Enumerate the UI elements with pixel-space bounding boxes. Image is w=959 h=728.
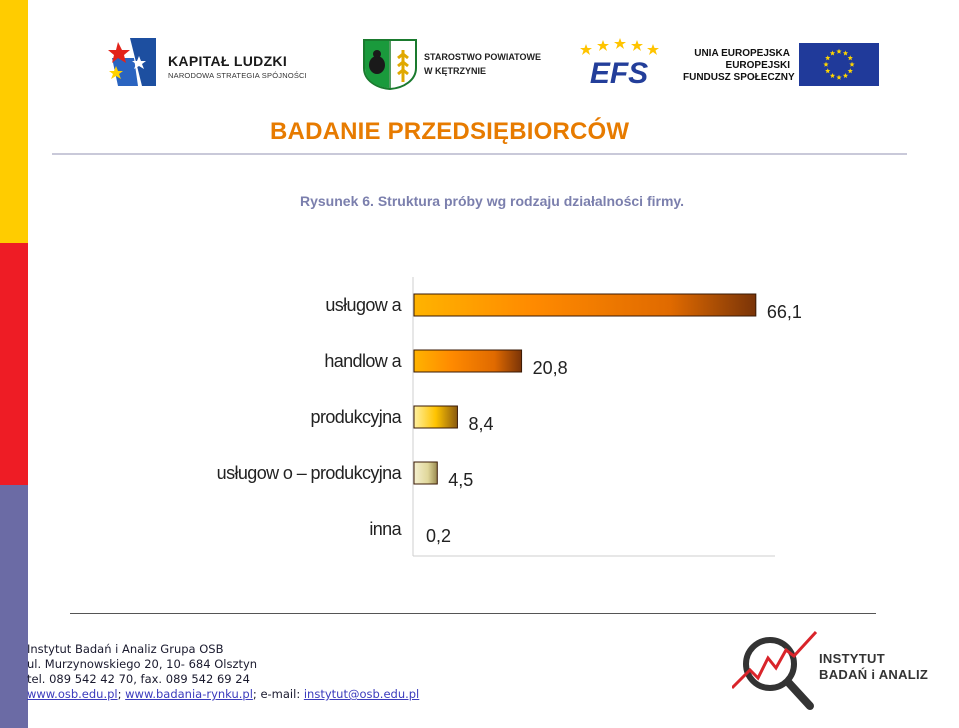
footer-address: ul. Murzynowskiego 20, 10- 684 Olsztyn <box>27 657 258 671</box>
footer-sep1: ; <box>117 687 126 701</box>
osb-line2: BADAŃ i ANALIZ <box>819 667 929 682</box>
kapital-ludzki-subtitle: NARODOWA STRATEGIA SPÓJNOŚCI <box>168 71 307 80</box>
category-label: usługow o – produkcyjna <box>217 463 403 483</box>
osb-magnifier-logo <box>732 630 818 710</box>
starostwo-line2: W KĘTRZYNIE <box>424 66 486 76</box>
eu-flag-icon <box>799 43 879 86</box>
value-label: 4,5 <box>448 470 473 490</box>
footer-contact: Instytut Badań i Analiz Grupa OSB ul. Mu… <box>27 642 419 702</box>
value-label: 8,4 <box>468 414 493 434</box>
osb-line1: INSTYTUT <box>819 651 885 666</box>
value-label: 66,1 <box>767 302 802 322</box>
osb-wordmark: INSTYTUT BADAŃ i ANALIZ <box>819 651 928 683</box>
eu-star-icon <box>825 55 831 61</box>
bar <box>413 293 757 317</box>
footer-divider <box>70 613 876 614</box>
value-label: 0,2 <box>426 526 451 546</box>
eu-star-icon <box>825 68 831 74</box>
eu-star-icon <box>836 74 842 80</box>
side-stripe-yellow <box>0 0 28 243</box>
efs-logo-text: EFS <box>590 57 648 86</box>
footer-link-badania[interactable]: www.badania-rynku.pl <box>125 687 253 701</box>
eu-star-icon <box>836 48 842 54</box>
eu-star-icon <box>842 72 849 79</box>
category-label: usługow a <box>325 295 402 315</box>
eu-star-icon <box>847 68 853 74</box>
eu-star-icon <box>823 61 829 67</box>
category-label: handlow a <box>324 351 402 371</box>
side-stripe-blue <box>0 485 28 728</box>
bar <box>413 461 438 485</box>
eu-star-icon <box>847 55 853 61</box>
kapital-ludzki-wordmark: KAPITAŁ LUDZKI NARODOWA STRATEGIA SPÓJNO… <box>168 53 307 80</box>
eu-star-icon <box>849 61 855 67</box>
kapital-ludzki-title: KAPITAŁ LUDZKI <box>168 53 288 69</box>
ue-wordmark: UNIA EUROPEJSKA EUROPEJSKI FUNDUSZ SPOŁE… <box>683 48 795 84</box>
efs-logo: EFS <box>580 38 659 86</box>
ue-line2: EUROPEJSKI <box>725 60 790 71</box>
category-label: produkcyjna <box>311 407 403 427</box>
footer-link-osb[interactable]: www.osb.edu.pl <box>27 687 118 701</box>
bar <box>413 349 523 373</box>
value-label: 20,8 <box>533 358 568 378</box>
footer-links: www.osb.edu.pl; www.badania-rynku.pl; e-… <box>27 687 419 702</box>
footer-sep2: ; e-mail: <box>252 687 304 701</box>
starostwo-wordmark: STAROSTWO POWIATOWE W KĘTRZYNIE <box>424 50 541 78</box>
starostwo-coat-of-arms <box>363 39 417 90</box>
footer-phone: tel. 089 542 42 70, fax. 089 542 69 24 <box>27 672 250 686</box>
eu-star-icon <box>842 50 849 56</box>
footer-email-link[interactable]: instytut@osb.edu.pl <box>303 687 420 701</box>
bar <box>413 405 458 429</box>
starostwo-line1: STAROSTWO POWIATOWE <box>424 52 541 62</box>
ue-line3: FUNDUSZ SPOŁECZNY <box>683 72 795 83</box>
side-stripe-red <box>0 243 28 485</box>
ue-line1: UNIA EUROPEJSKA <box>694 48 790 59</box>
kapital-ludzki-logo <box>108 36 160 88</box>
category-label: inna <box>369 519 402 539</box>
eu-star-icon <box>829 50 836 56</box>
figure-caption: Rysunek 6. Struktura próby wg rodzaju dz… <box>300 193 685 209</box>
page-title: BADANIE PRZEDSIĘBIORCÓW <box>270 118 630 145</box>
eu-star-icon <box>829 72 836 79</box>
title-divider <box>52 153 907 155</box>
footer-institute: Instytut Badań i Analiz Grupa OSB <box>27 642 224 656</box>
